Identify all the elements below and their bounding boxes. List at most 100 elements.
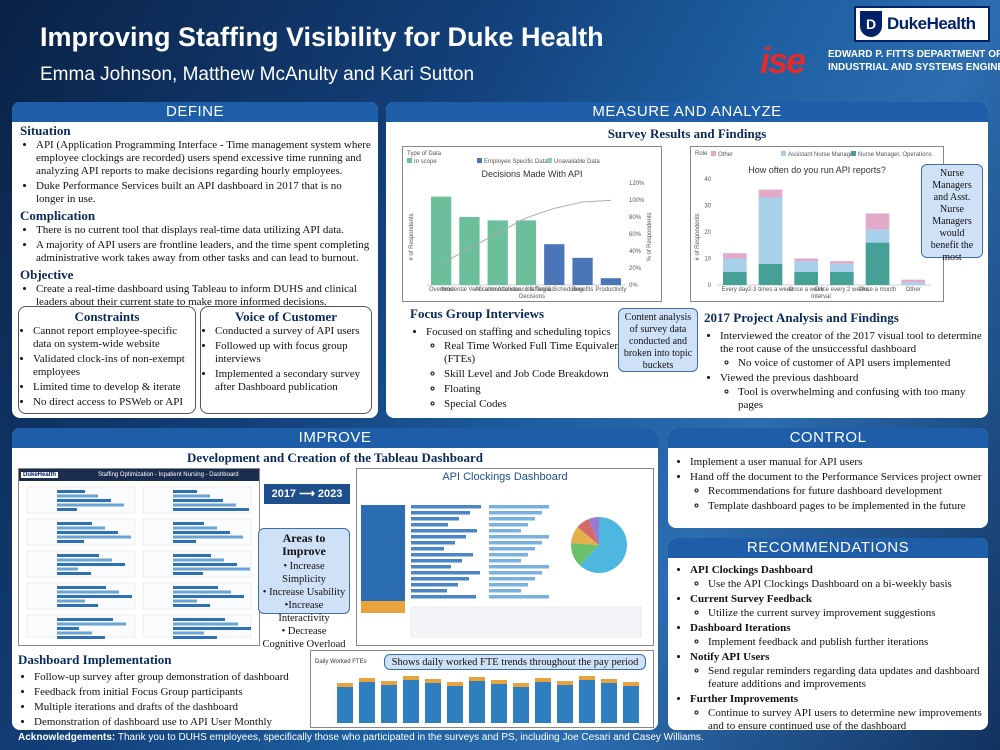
legend-swatch [781, 151, 786, 156]
focus-sub-list: Real Time Worked Full Time Equivalents (… [426, 340, 650, 411]
ise-logo: ise [760, 40, 806, 81]
table-row-bar [411, 541, 455, 545]
table-row-bar [489, 541, 542, 545]
table-row-bar [411, 571, 480, 575]
pie-slice [588, 517, 599, 545]
old-dashboard-logo: DukeHealth [21, 472, 59, 478]
mini-bar [173, 554, 211, 557]
legend-title: Role [695, 151, 708, 157]
stacked-bar-segment [794, 271, 818, 285]
control-header: CONTROL [668, 428, 988, 448]
daily-fte-bar-top [491, 680, 507, 684]
trend-chart-title: Daily Worked FTEs [315, 659, 367, 665]
bar [515, 220, 537, 285]
bar [572, 257, 593, 285]
list-item: There is no current tool that displays r… [36, 224, 372, 237]
mini-bar [57, 508, 77, 511]
stacked-bar-segment [901, 282, 925, 285]
mini-bar [57, 622, 126, 626]
legend-swatch [711, 151, 716, 156]
chart-title: Decisions Made With API [481, 169, 582, 179]
define-header: DEFINE [12, 102, 378, 122]
table-row-bar [411, 595, 476, 599]
daily-fte-bar-top [403, 676, 419, 680]
frequency-chart: Role Other Assistant Nurse Manager Nurse Ma… [690, 146, 944, 302]
table-row-bar [489, 571, 542, 575]
list-item: Demonstration of dashboard use to API Us… [34, 716, 308, 730]
situation-list: API (Application Programming Interface -… [20, 139, 372, 206]
fte-column-segment [361, 601, 405, 613]
table-row-bar [489, 529, 521, 533]
measure-header: MEASURE AND ANALYZE [386, 102, 988, 122]
project-sub-list: Tool is overwhelming and confusing with … [720, 386, 984, 412]
new-dashboard-graphics [361, 505, 642, 638]
legend-entry: Other [718, 152, 733, 158]
stacked-bar-segment [865, 242, 890, 285]
mini-bar [57, 636, 105, 639]
focus-main: Focused on staffing and scheduling topic… [426, 326, 611, 338]
x-tick-label: Productivity [595, 287, 626, 293]
define-body: Situation API (Application Programming I… [20, 123, 372, 311]
area-item: • Increase Simplicity [282, 561, 326, 585]
list-item: Use the API Clockings Dashboard on a bi-… [708, 578, 982, 591]
cumulative-line [440, 199, 611, 265]
list-item: Recommendations for future dashboard dev… [708, 485, 982, 498]
x-tick-label: Every day [721, 287, 748, 293]
stacked-bar-segment [758, 189, 783, 198]
old-dashboard-screenshot: DukeHealth Staffing Optimization - Inpat… [18, 468, 260, 646]
legend-title: Type of Data [407, 151, 442, 157]
measure-panel: MEASURE AND ANALYZE Survey Results and F… [386, 102, 988, 418]
y2-tick-label: 80% [629, 215, 642, 221]
mini-bar [57, 631, 92, 635]
mini-bar [173, 618, 225, 621]
duke-health-logo: D DukeHealth [854, 6, 990, 42]
list-item: A majority of API users are frontline le… [36, 239, 372, 265]
y2-tick-label: 20% [629, 266, 642, 272]
table-row-bar [411, 505, 481, 509]
voc-title: Voice of Customer [234, 309, 338, 324]
focus-list: Focused on staffing and scheduling topic… [410, 326, 650, 411]
mini-bar [173, 558, 224, 562]
x-tick-label: Accommodations [475, 287, 521, 293]
poster-title: Improving Staffing Visibility for Duke H… [40, 22, 604, 52]
version-arrow: 2017 ⟶ 2023 [264, 484, 350, 504]
focus-group-section: Focus Group Interviews Focused on staffi… [410, 306, 650, 413]
table-row-bar [489, 535, 549, 539]
table-row-bar [489, 565, 549, 569]
table-row-bar [411, 535, 466, 539]
x-tick-label: Benefits [572, 287, 594, 293]
list-item: Follow-up survey after group demonstrati… [34, 671, 308, 684]
mini-bar [173, 590, 231, 594]
trend-callout: Shows daily worked FTE trends throughout… [384, 654, 646, 670]
bar [459, 217, 480, 285]
constraints-box: Constraints Cannot report employee-speci… [18, 306, 196, 414]
new-dashboard-title: API Clockings Dashboard [442, 471, 568, 483]
old-dashboard-header: DukeHealth Staffing Optimization - Inpat… [19, 469, 259, 481]
situation-title: Situation [20, 123, 71, 138]
daily-fte-bar-top [513, 683, 529, 687]
ise-department-name: EDWARD P. FITTS DEPARTMENT OF INDUSTRIAL… [828, 48, 1000, 74]
daily-fte-bar [447, 686, 463, 723]
legend-swatch [407, 158, 412, 163]
decisions-chart-svg: Type of Data In scope Employee Specific Da… [407, 151, 653, 300]
legend-swatch [547, 158, 552, 163]
y-axis-label: # of Respondents [695, 213, 701, 260]
stacked-bar-segment [865, 213, 890, 230]
mini-bar [57, 590, 119, 594]
table-row-bar [411, 589, 447, 593]
pie-slice [571, 527, 599, 545]
new-dashboard-screenshot: API Clockings Dashboard [356, 468, 654, 646]
control-list: Implement a user manual for API users Ha… [668, 456, 988, 513]
mini-bar [57, 572, 91, 575]
table-row-bar [411, 523, 448, 527]
dept-line-2: INDUSTRIAL AND SYSTEMS ENGINEERING [828, 62, 1000, 73]
table-row-bar [411, 511, 470, 515]
rec-sub-list: Utilize the current survey improvement s… [690, 607, 982, 620]
daily-fte-bar [513, 687, 529, 723]
define-panel: DEFINE Situation API (Application Progra… [12, 102, 378, 418]
x-tick-label: Other [906, 287, 921, 293]
daily-fte-bar [359, 682, 375, 723]
areas-to-improve-box: Areas to Improve • Increase Simplicity •… [258, 528, 350, 650]
daily-fte-bar [425, 683, 441, 723]
table-row-bar [489, 583, 528, 587]
